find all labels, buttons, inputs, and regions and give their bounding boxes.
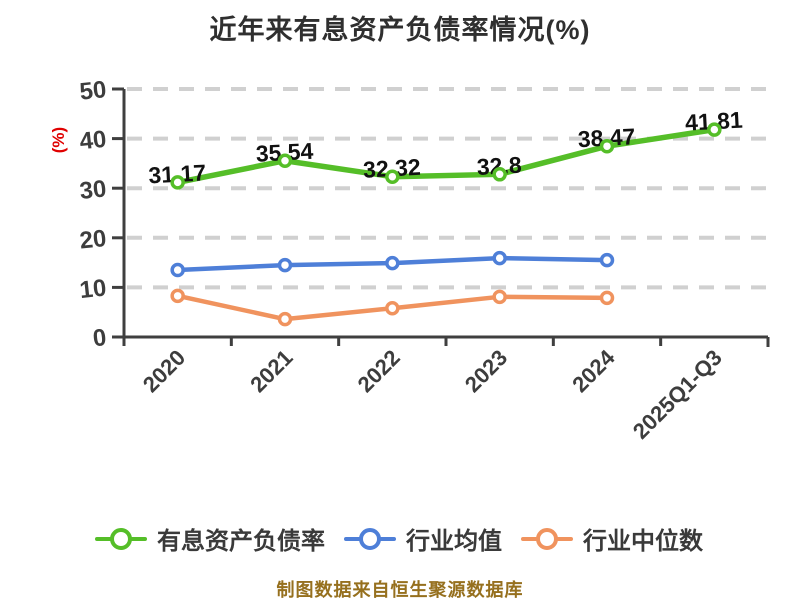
y-tick-label: 10 [78,275,107,305]
data-point-industry-average[interactable] [170,262,185,278]
chart-legend: 有息资产负债率 行业均值 行业中位数 [95,521,703,556]
chart-title: 近年来有息资产负债率情况(%) [209,15,591,45]
y-tick-label: 0 [92,324,108,352]
legend-item-industry-average[interactable]: 行业均值 [344,521,502,556]
data-point-interest-bearing-debt-ratio[interactable] [707,122,722,137]
data-point-industry-median[interactable] [277,311,293,327]
y-tick-label: 40 [78,126,107,156]
x-category-label: 2020 [138,345,190,397]
legend-label: 行业中位数 [583,528,703,555]
x-category-label: 2021 [245,345,297,397]
x-category-label: 2022 [353,345,405,397]
data-point-industry-average[interactable] [599,252,615,268]
data-point-interest-bearing-debt-ratio[interactable] [492,167,507,182]
data-point-industry-median[interactable] [170,288,185,304]
data-point-interest-bearing-debt-ratio[interactable] [170,175,185,190]
legend-line-dot-icon [521,527,573,551]
x-category-label: 2023 [460,345,512,397]
legend-item-industry-median[interactable]: 行业中位数 [521,521,703,556]
data-point-interest-bearing-debt-ratio[interactable] [599,138,615,154]
y-axis-unit-label: (%) [49,127,68,153]
data-point-industry-median[interactable] [385,300,400,316]
data-point-industry-average[interactable] [385,255,400,271]
legend-item-interest-bearing-debt-ratio[interactable]: 有息资产负债率 [95,521,325,556]
data-point-interest-bearing-debt-ratio[interactable] [277,153,293,168]
x-category-label: 2024 [567,344,620,397]
legend-line-dot-icon [344,527,396,551]
data-point-industry-median[interactable] [599,290,615,306]
data-point-industry-median[interactable] [492,289,507,305]
legend-line-dot-icon [95,527,147,551]
series-line-interest-bearing-debt-ratio [174,126,718,186]
legend-label: 行业均值 [406,528,502,555]
data-source-note: 制图数据来自恒生聚源数据库 [276,580,524,600]
y-tick-label: 50 [78,76,107,106]
x-category-label: 2025Q1-Q3 [628,345,727,444]
y-tick-label: 20 [78,225,107,255]
legend-label: 有息资产负债率 [157,528,325,555]
data-point-interest-bearing-debt-ratio[interactable] [385,169,400,184]
y-tick-label: 30 [78,175,107,205]
data-point-industry-average[interactable] [277,257,293,273]
data-point-industry-average[interactable] [492,250,507,266]
line-chart-canvas: 0 10 20 30 40 50 (%) 2020 2021 2022 2023 2024 2025Q1… [49,76,770,444]
